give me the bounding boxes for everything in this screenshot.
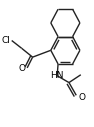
Text: Cl: Cl xyxy=(2,36,11,45)
Text: O: O xyxy=(78,93,85,102)
Text: O: O xyxy=(18,64,25,73)
Text: HN: HN xyxy=(50,71,64,80)
